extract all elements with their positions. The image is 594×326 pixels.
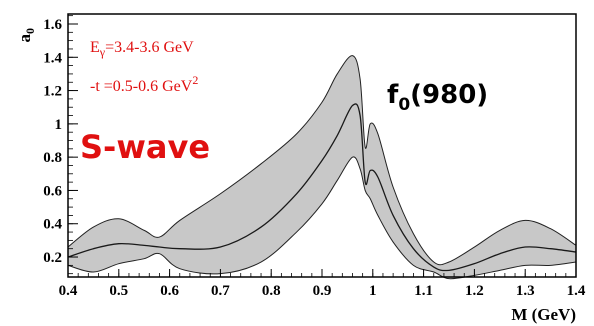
svg-text:a0: a0 <box>15 28 37 43</box>
x-tick-label: 0.7 <box>211 283 230 299</box>
y-tick-label: 0.2 <box>43 250 62 266</box>
y-axis-title-sub: 0 <box>23 28 37 34</box>
energy-sub: γ <box>99 45 106 59</box>
y-axis-title-main: a <box>15 34 34 43</box>
x-tick-label: 1.1 <box>414 283 433 299</box>
x-tick-label: 0.6 <box>160 283 179 299</box>
resonance-label: f0(980) <box>387 80 488 115</box>
resonance-rest: (980) <box>410 80 488 110</box>
x-tick-label: 1 <box>369 283 377 299</box>
t-text: -t =0.5-0.6 GeV <box>90 78 193 95</box>
y-tick-label: 0.8 <box>43 150 62 166</box>
axis-ticks: 0.4 0.5 0.6 0.7 0.8 0.9 1 1.1 1.2 1.3 1.4 0.2 0.4 0.6… <box>43 15 586 299</box>
x-axis-title: M (GeV) <box>511 305 576 324</box>
x-tick-label: 1.2 <box>465 283 484 299</box>
central-value-line <box>67 103 577 272</box>
x-tick-label: 1.3 <box>516 283 535 299</box>
energy-rest: =3.4-3.6 GeV <box>105 39 194 56</box>
y-axis-title: a0 <box>15 28 37 43</box>
x-tick-label: 0.8 <box>262 283 281 299</box>
t-sup: 2 <box>192 73 198 87</box>
y-tick-label: 0.6 <box>43 183 62 199</box>
y-tick-label: 1.6 <box>43 17 62 33</box>
wave-label: S-wave <box>80 128 210 166</box>
y-tick-label: 1.2 <box>43 84 62 100</box>
x-tick-label: 0.9 <box>313 283 332 299</box>
energy-annotation: Eγ=3.4-3.6 GeV <box>90 39 194 59</box>
x-tick-label: 0.4 <box>59 283 78 299</box>
y-tick-label: 1.4 <box>43 50 62 66</box>
resonance-main: f <box>387 80 399 110</box>
x-tick-label: 0.5 <box>109 283 128 299</box>
resonance-sub: 0 <box>398 95 410 115</box>
y-tick-label: 1 <box>55 117 63 133</box>
energy-prefix: E <box>90 39 100 56</box>
y-tick-label: 0.4 <box>43 217 62 233</box>
x-tick-label: 1.4 <box>567 283 586 299</box>
t-annotation: -t =0.5-0.6 GeV2 <box>90 73 198 95</box>
